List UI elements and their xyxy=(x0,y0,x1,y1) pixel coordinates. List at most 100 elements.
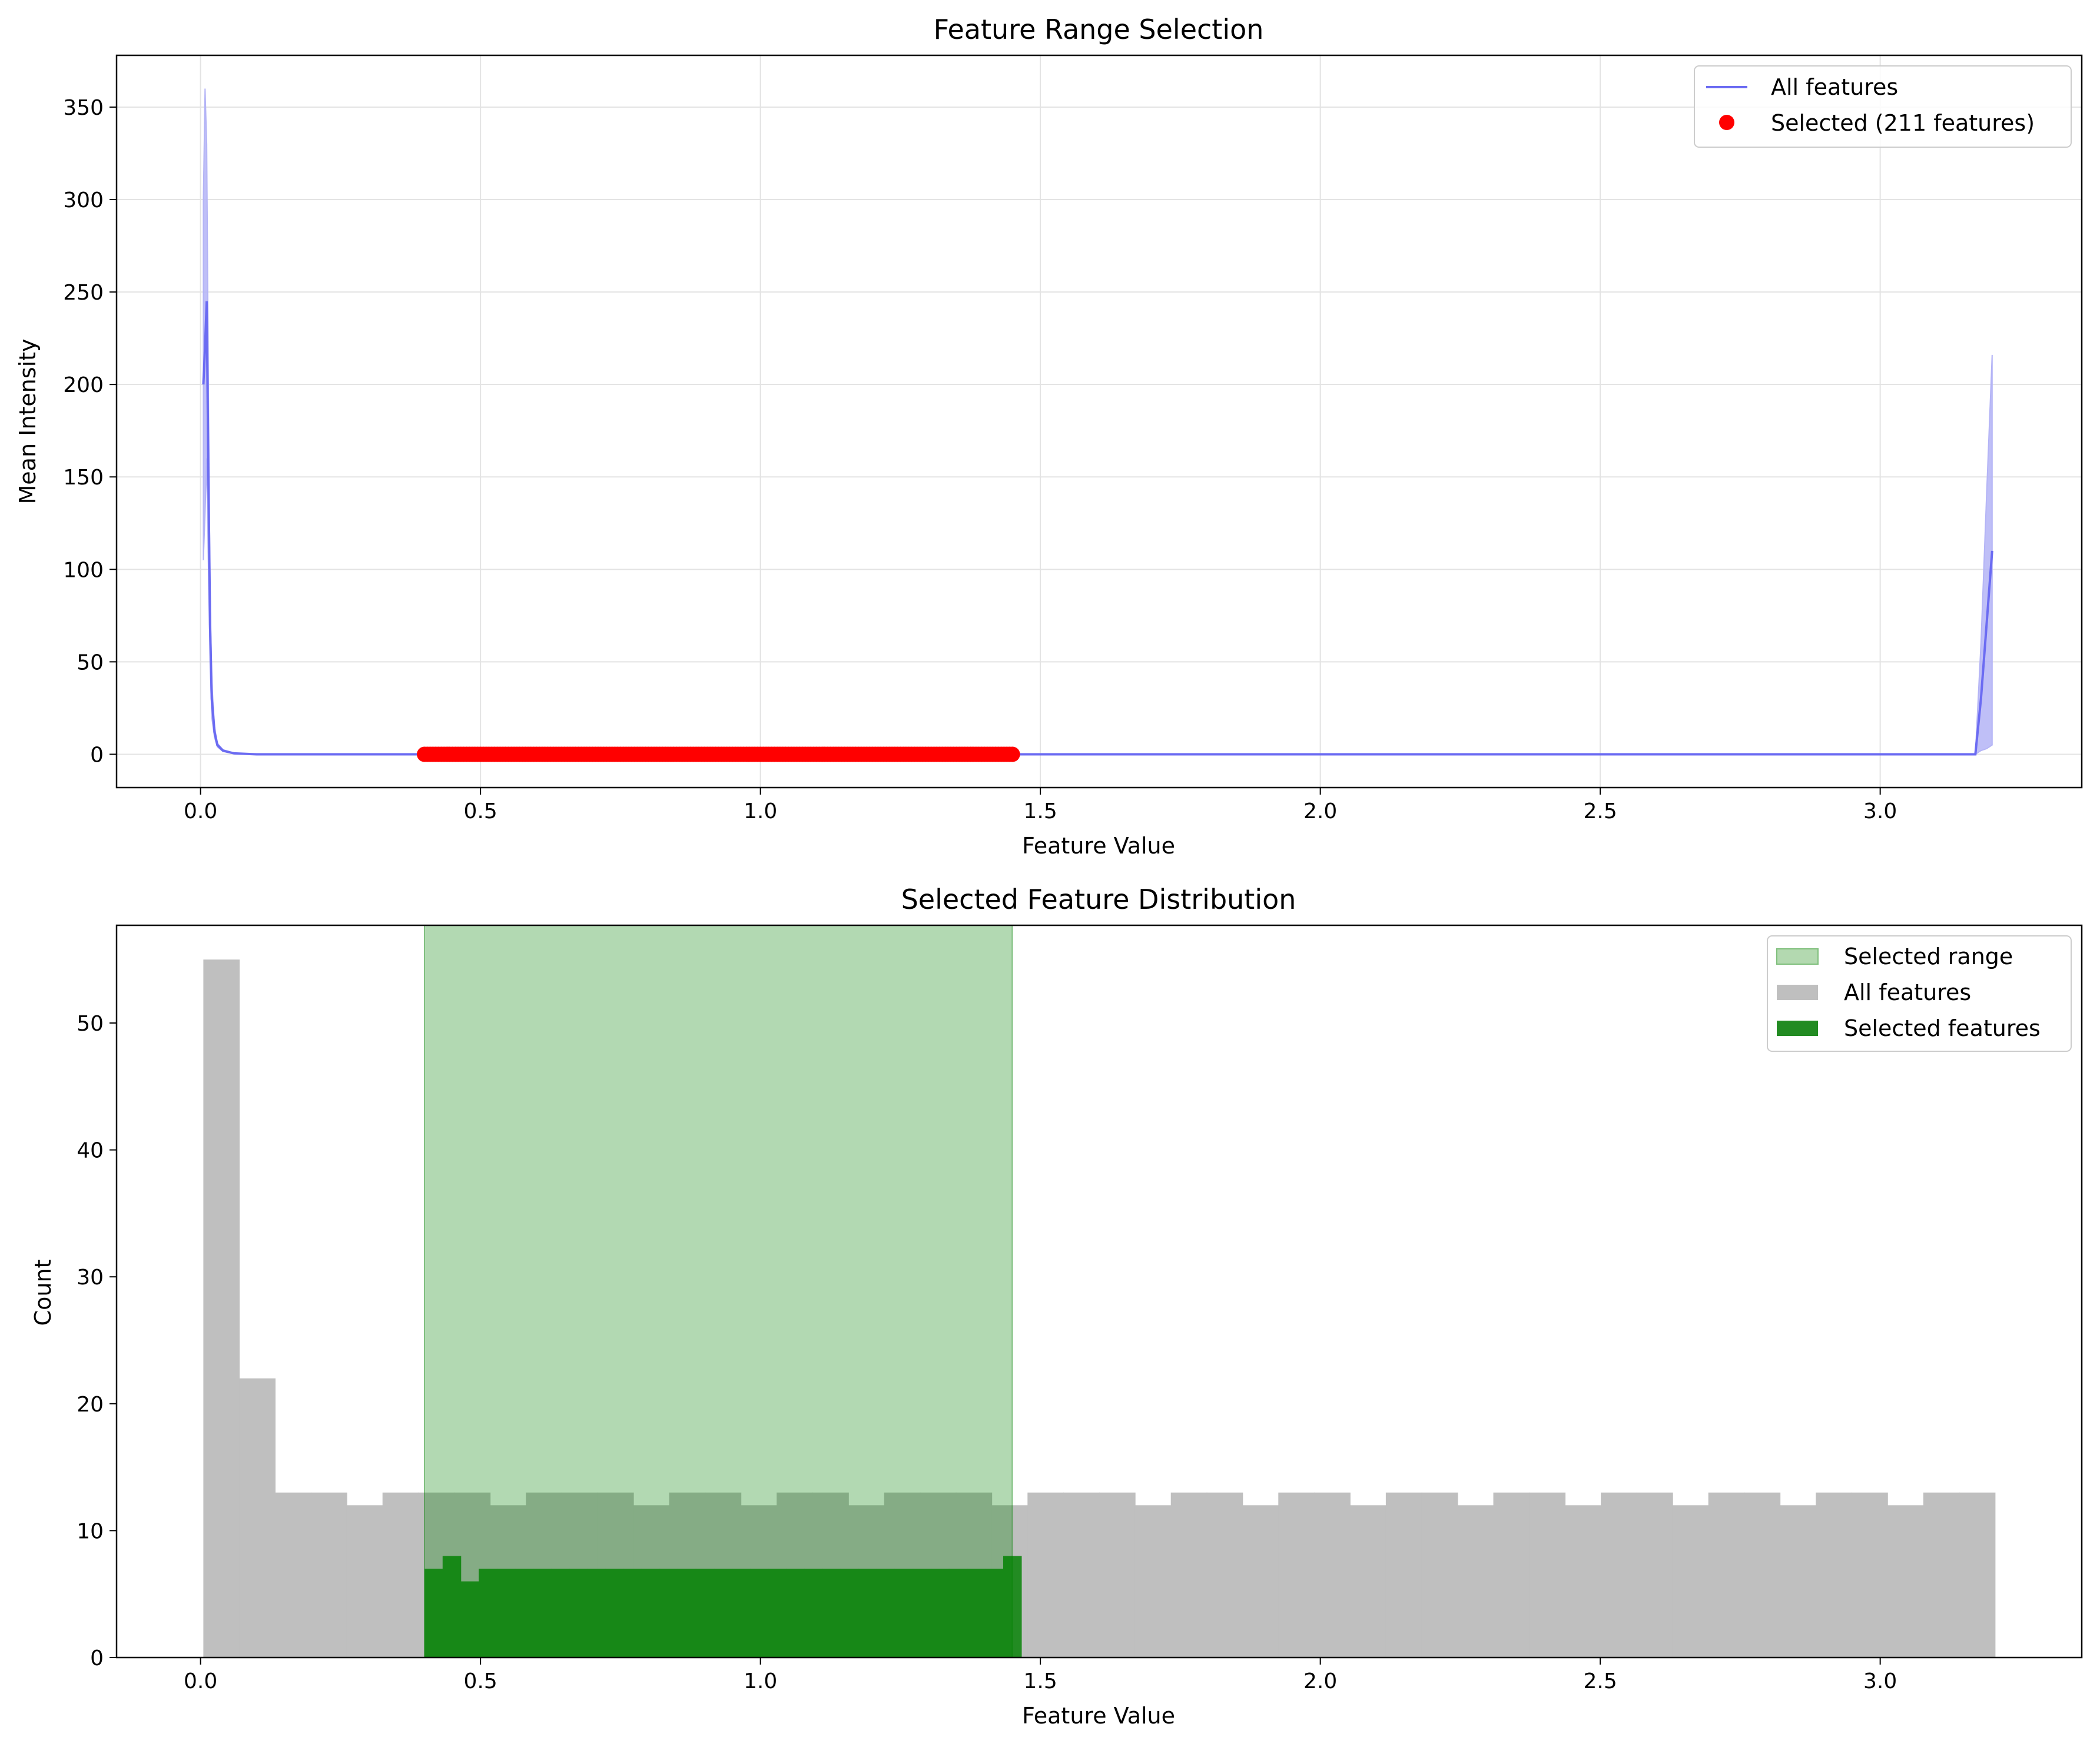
histogram-bar-selected-features xyxy=(605,1569,624,1658)
chart-title: Selected Feature Distribution xyxy=(901,884,1296,915)
x-tick-label: 0.0 xyxy=(184,1669,217,1693)
histogram-bar-selected-features xyxy=(659,1569,678,1658)
plot-area xyxy=(117,55,2082,788)
y-tick-label: 100 xyxy=(63,558,104,582)
x-tick-label: 2.0 xyxy=(1303,799,1337,823)
histogram-bar-all-features xyxy=(1421,1492,1458,1658)
histogram-bar-all-features xyxy=(1063,1492,1100,1658)
histogram-bar-all-features xyxy=(275,1492,311,1658)
legend-swatch-all-features xyxy=(1777,985,1818,1000)
x-tick-label: 1.5 xyxy=(1024,1669,1057,1693)
legend-box xyxy=(1767,935,2072,1052)
histogram-bar-all-features xyxy=(1959,1492,1996,1658)
histogram-bar-selected-features xyxy=(894,1569,914,1658)
histogram-bar-all-features xyxy=(1565,1505,1601,1658)
legend-label-selected-features: Selected features xyxy=(1844,1015,2041,1041)
histogram-bar-all-features xyxy=(1457,1505,1494,1658)
legend-marker-swatch xyxy=(1719,115,1734,130)
y-tick-label: 40 xyxy=(77,1139,104,1163)
histogram-bar-selected-features xyxy=(424,1569,443,1658)
histogram-bar-selected-features xyxy=(804,1569,823,1658)
x-tick-label: 0.0 xyxy=(184,799,217,823)
legend-label-all-features: All features xyxy=(1771,74,1898,100)
y-tick-label: 0 xyxy=(90,1646,104,1670)
histogram-bar-all-features xyxy=(1529,1492,1566,1658)
y-tick-label: 10 xyxy=(77,1519,104,1543)
histogram-bar-all-features xyxy=(1134,1505,1172,1658)
histogram-bar-selected-features xyxy=(460,1581,479,1658)
legend-label-all-features: All features xyxy=(1844,979,1971,1005)
histogram-bar-all-features xyxy=(1852,1492,1888,1658)
axes-frame xyxy=(115,54,2083,789)
y-tick-label: 250 xyxy=(63,281,104,305)
x-axis-label: Feature Value xyxy=(1022,833,1175,859)
histogram-bar-all-features xyxy=(1099,1492,1136,1658)
histogram-bar-selected-features xyxy=(678,1569,696,1658)
y-axis: 0 50 100 150 200 250 300 350 xyxy=(63,96,117,767)
y-tick-label: 0 xyxy=(90,743,104,767)
histogram-bar-selected-features xyxy=(551,1569,570,1658)
histogram-bar-all-features xyxy=(1242,1505,1279,1658)
histogram-bar-all-features xyxy=(239,1378,276,1658)
legend-swatch-selected-features xyxy=(1777,1021,1818,1036)
histogram-bar-all-features xyxy=(1314,1492,1351,1658)
histogram-bar-selected-features xyxy=(496,1569,516,1658)
histogram-bar-all-features xyxy=(1278,1492,1315,1658)
histogram-bar-selected-features xyxy=(967,1569,986,1658)
legend-swatch-selected-range xyxy=(1776,948,1819,965)
x-axis: 0.0 0.5 1.0 1.5 2.0 2.5 3.0 xyxy=(184,1658,1897,1693)
histogram-bar-selected-features xyxy=(768,1569,787,1658)
histogram-bar-all-features xyxy=(1887,1505,1924,1658)
feature-range-chart: Feature Range Selection 0.0 0.5 1.0 1.5 2.0 2… xyxy=(15,14,2083,859)
histogram-bar-all-features xyxy=(1206,1492,1243,1658)
histogram-bar-selected-features xyxy=(515,1569,534,1658)
histogram-bar-selected-features xyxy=(714,1569,732,1658)
histogram-bar-selected-features xyxy=(877,1569,895,1658)
x-tick-label: 2.5 xyxy=(1584,1669,1617,1693)
y-tick-label: 30 xyxy=(77,1266,104,1290)
y-tick-label: 20 xyxy=(77,1393,104,1417)
histogram-bar-selected-features xyxy=(913,1569,931,1658)
histogram-bar-selected-features xyxy=(931,1569,950,1658)
y-tick-label: 300 xyxy=(63,188,104,212)
histogram-bar-selected-features xyxy=(948,1569,968,1658)
x-tick-label: 3.0 xyxy=(1863,799,1897,823)
histogram-bar-selected-features xyxy=(1003,1556,1022,1658)
histogram-bar-selected-features xyxy=(840,1569,859,1658)
histogram-bar-selected-features xyxy=(786,1569,805,1658)
y-tick-label: 200 xyxy=(63,373,104,397)
x-tick-label: 2.5 xyxy=(1584,799,1617,823)
x-tick-label: 1.5 xyxy=(1024,799,1057,823)
histogram-bar-all-features xyxy=(1637,1492,1673,1658)
histogram-bar-selected-features xyxy=(442,1556,462,1658)
histogram-bar-selected-features xyxy=(533,1569,552,1658)
histogram-bar-selected-features xyxy=(587,1569,606,1658)
x-tick-label: 0.5 xyxy=(464,1669,497,1693)
y-tick-label: 50 xyxy=(77,1012,104,1036)
x-tick-label: 2.0 xyxy=(1303,1669,1337,1693)
histogram-bar-all-features xyxy=(382,1492,419,1658)
histogram-bar-selected-features xyxy=(985,1569,1004,1658)
y-tick-label: 350 xyxy=(63,96,104,120)
plot-content xyxy=(202,88,1993,762)
histogram-bar-all-features xyxy=(1385,1492,1422,1658)
legend-label-selected-range: Selected range xyxy=(1844,944,2013,969)
histogram-bar-selected-features xyxy=(695,1569,715,1658)
legend: Selected range All features Selected fea… xyxy=(1767,935,2072,1052)
histogram-bar-all-features xyxy=(1672,1505,1709,1658)
histogram-bar-selected-features xyxy=(858,1569,877,1658)
x-tick-label: 1.0 xyxy=(744,799,777,823)
axes-frame xyxy=(115,924,2083,1659)
histogram-bar-all-features xyxy=(203,959,240,1658)
plot-content xyxy=(203,925,1996,1658)
selected-distribution-chart: Selected Feature Distribution 0.0 0.5 1.0 1… xyxy=(30,884,2083,1729)
selected-point xyxy=(1004,746,1020,762)
histogram-bar-all-features xyxy=(1780,1505,1817,1658)
histogram-bar-selected-features xyxy=(732,1569,751,1658)
selected-points xyxy=(417,746,1020,762)
x-axis-label: Feature Value xyxy=(1022,1703,1175,1729)
y-axis-label: Mean Intensity xyxy=(15,338,41,504)
y-axis: 0 10 20 30 40 50 xyxy=(77,1012,117,1670)
histogram-bar-all-features xyxy=(346,1505,383,1658)
histogram-bar-selected-features xyxy=(479,1569,497,1658)
